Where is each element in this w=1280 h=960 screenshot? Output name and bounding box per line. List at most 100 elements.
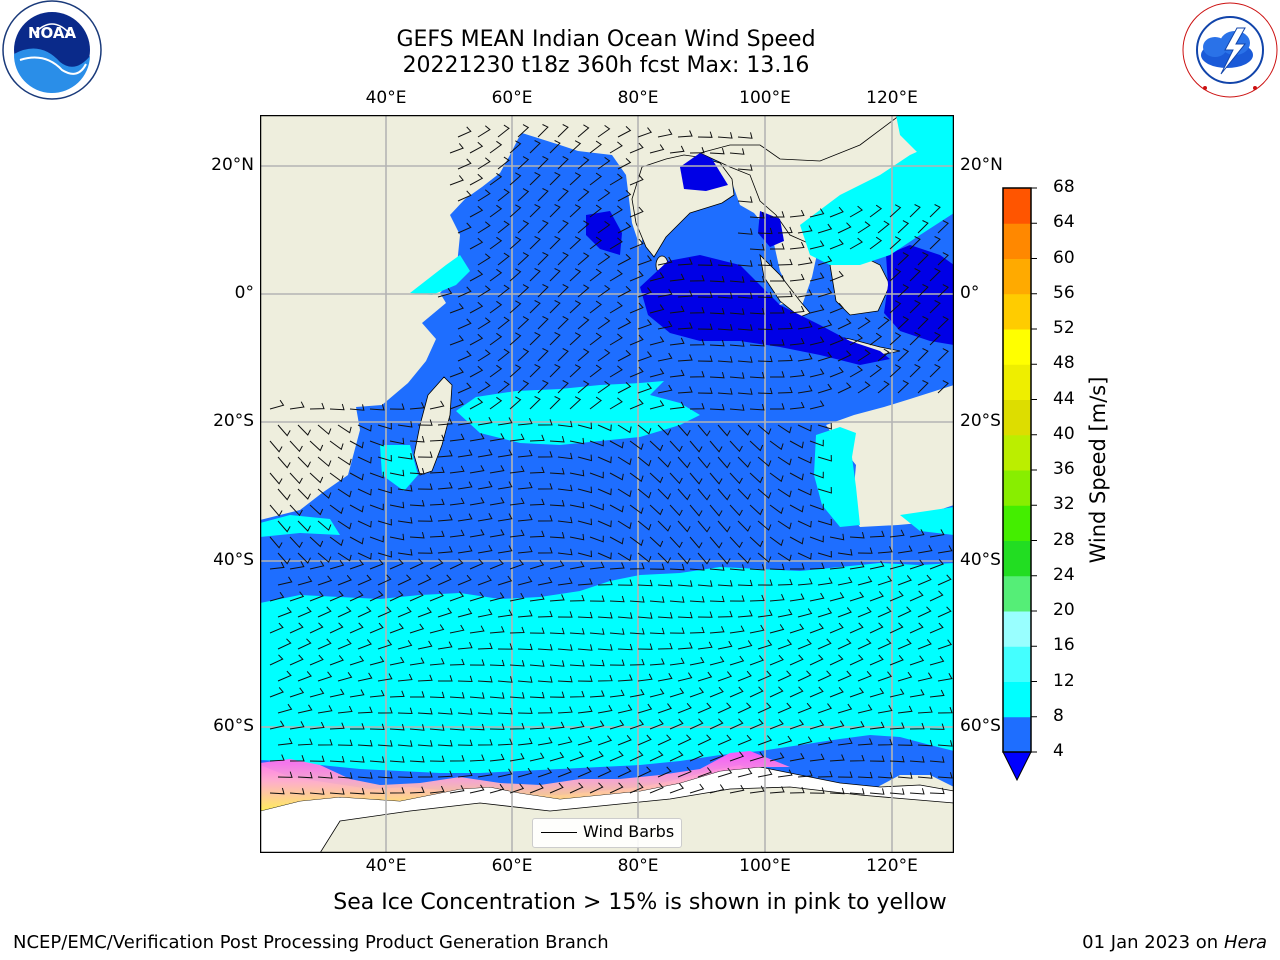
wind-barb [537, 252, 549, 266]
wind-barb [629, 658, 645, 666]
wind-barb [289, 721, 305, 730]
wind-barb [409, 724, 425, 731]
wind-barb [537, 767, 553, 778]
wind-barb [809, 719, 825, 730]
wind-barb [417, 419, 433, 426]
wind-barb [657, 424, 672, 436]
wind-barb [697, 424, 711, 437]
wind-barb [689, 626, 705, 634]
wind-barb [509, 140, 522, 154]
wind-barb [677, 354, 693, 362]
madagascar-land [413, 376, 453, 476]
wind-barb [349, 472, 364, 481]
wind-barb [489, 300, 503, 314]
wind-barb [437, 450, 453, 458]
wind-barb [869, 755, 885, 762]
wind-barb [537, 737, 553, 746]
wind-barb [877, 638, 892, 650]
wind-barb [389, 723, 405, 731]
wind-barb [357, 772, 373, 779]
colorbar-tick-label: 16 [1053, 635, 1075, 656]
wind-barb [489, 692, 505, 699]
wind-barb [417, 640, 433, 650]
wind-barb [309, 688, 325, 698]
wind-barb [557, 420, 573, 428]
wind-barb [429, 498, 445, 506]
wind-barb [869, 332, 883, 346]
wind-barb [457, 545, 473, 554]
wind-barb [929, 787, 945, 795]
wind-barb [789, 654, 804, 666]
wind-barb [329, 536, 344, 547]
wind-barb [369, 404, 385, 411]
wind-barb [517, 348, 530, 362]
wind-barb [438, 675, 453, 682]
wind-barb [497, 284, 510, 298]
wind-barb [269, 472, 283, 485]
wind-barb [277, 771, 293, 778]
lat-tick-right: 20°N [960, 155, 1003, 175]
wind-barb [617, 612, 633, 619]
wind-barb [637, 703, 653, 714]
wind-barb [897, 380, 910, 394]
wind-barb [817, 255, 833, 266]
wind-barb [457, 318, 472, 330]
wind-barb [569, 396, 582, 410]
wind-barb [909, 788, 925, 795]
wind-barb [617, 286, 632, 298]
wind-barb [409, 467, 425, 475]
wind-barb [577, 644, 593, 651]
wind-barb [569, 364, 582, 378]
wind-barb [517, 188, 530, 202]
wind-barb [649, 782, 664, 794]
wind-barb [449, 591, 465, 602]
wind-barb [777, 354, 793, 362]
wind-barb [517, 576, 533, 586]
wind-barb [889, 688, 905, 698]
wind-barb [329, 590, 344, 602]
wind-barb [549, 594, 565, 602]
wind-barb [617, 318, 632, 330]
wind-barb [729, 404, 745, 411]
wind-barb [937, 772, 953, 779]
wind-barb [697, 355, 713, 362]
wind-barb [377, 454, 392, 462]
wind-barb [729, 440, 743, 453]
wind-barb [629, 238, 644, 250]
wind-lt4-bay-of-bengal [680, 153, 728, 191]
wind-barb [577, 284, 590, 298]
wind-barb [309, 472, 324, 484]
wind-barb [409, 558, 424, 570]
wind-barb [777, 552, 792, 562]
legend-label: Wind Barbs [583, 822, 675, 841]
wind-barb [277, 737, 293, 746]
wind-barb [869, 236, 883, 250]
wind-barb [637, 424, 652, 435]
wind-barb [697, 488, 711, 501]
wind-barb [749, 371, 765, 379]
colorbar-bin [1003, 329, 1031, 365]
wind-barb [689, 783, 705, 794]
wind-barb [437, 546, 453, 554]
wind-barb [477, 708, 493, 715]
wind-barb [389, 756, 405, 763]
wind-barb [837, 549, 853, 556]
wind-barb [517, 545, 533, 554]
wind-barb [389, 623, 404, 634]
wind-barb [789, 686, 804, 698]
wind-barb [749, 751, 765, 762]
wind-barb [457, 513, 473, 522]
wind-barb [697, 259, 713, 266]
wind-barb [350, 723, 365, 730]
wind-barb [477, 125, 491, 138]
wind-barb [569, 782, 584, 794]
wind-barb [349, 536, 364, 545]
wind-barb [717, 456, 731, 469]
wind-barb [889, 654, 904, 666]
wind-barb [309, 402, 325, 410]
wind-barb [857, 771, 873, 779]
wind-barb [777, 456, 792, 466]
wind-barb [909, 590, 924, 602]
wind-barb [757, 355, 773, 363]
wind-barb [317, 575, 333, 586]
